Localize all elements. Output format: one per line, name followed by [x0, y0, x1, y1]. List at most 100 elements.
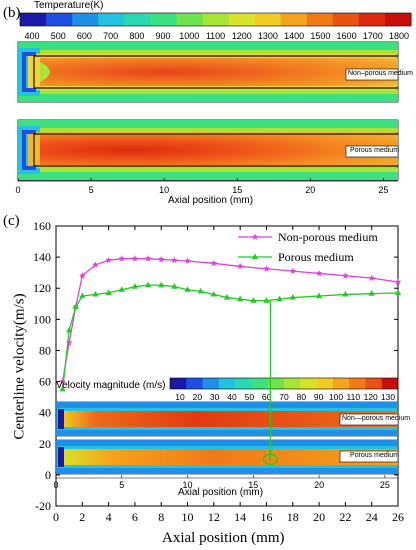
- colorbar-swatch: [267, 378, 285, 389]
- data-point: [66, 326, 73, 333]
- colorbar-swatch: [254, 13, 282, 26]
- colorbar-tick-label: 10: [175, 392, 185, 402]
- data-point: [223, 294, 231, 300]
- x-tick-label: 0: [15, 185, 20, 195]
- colorbar-tick-label: 800: [129, 31, 144, 41]
- x-tick-label: 10: [159, 185, 169, 195]
- colorbar-tick-label: 900: [156, 31, 171, 41]
- data-point: [197, 287, 204, 294]
- colorbar-swatch: [306, 13, 334, 26]
- inset-x-tick-label: 10: [183, 480, 193, 490]
- y-tick-label: 140: [33, 250, 51, 264]
- colorbar-tick-label: 1300: [258, 31, 278, 41]
- colorbar-swatch: [235, 378, 252, 389]
- data-point: [184, 286, 191, 292]
- colorbar-tick-label: 1200: [232, 31, 252, 41]
- x-tick-label: 26: [392, 510, 404, 524]
- colorbar-swatch: [358, 13, 386, 26]
- velocity-contour-inset: 10 20 30 40 50 60 70 80 90 100 110 120 130 0 5 10 15 20 2…: [53, 377, 399, 490]
- data-point: [131, 283, 139, 289]
- colorbar-tick-label: 1500: [310, 31, 330, 41]
- data-point: [289, 294, 296, 300]
- x-tick-label: 25: [378, 185, 388, 195]
- colorbar-tick-label: 1700: [363, 31, 383, 41]
- y-tick-label: 160: [33, 219, 51, 233]
- y-tick-label: 80: [39, 343, 51, 357]
- plot-frame: [55, 225, 399, 507]
- y-tick-label: 60: [39, 375, 51, 389]
- colorbar-tick-label: 500: [51, 31, 66, 41]
- x-tick-label: 10: [182, 510, 194, 524]
- contour-label-porous: Porous medium: [350, 147, 400, 154]
- data-point: [105, 289, 112, 295]
- chart-x-axis-title: Axial position (mm): [162, 530, 285, 546]
- colorbar-swatch: [280, 13, 308, 26]
- inset-x-tick-label: 15: [248, 480, 258, 490]
- data-point: [131, 255, 139, 262]
- data-point: [92, 261, 99, 268]
- data-point: [315, 292, 323, 299]
- colorbar-tick-label: 110: [347, 392, 361, 402]
- series-line-1: [61, 284, 399, 390]
- contour-label-nonporous: Non–porous medium: [348, 70, 413, 77]
- colorbar-swatch: [176, 13, 203, 26]
- legend-label: Non-porous medium: [278, 230, 378, 244]
- temperature-colorbar-title: Temperature(K): [34, 0, 104, 11]
- data-point: [276, 295, 283, 302]
- x-tick-label: 14: [234, 510, 246, 524]
- velocity-contour-label-porous: Porous medium: [350, 452, 400, 459]
- colorbar-tick-label: 1000: [179, 31, 199, 41]
- colorbar-swatch: [186, 378, 204, 389]
- colorbar-tick-label: 1600: [337, 31, 357, 41]
- colorbar-swatch: [381, 378, 399, 389]
- data-point: [184, 257, 191, 264]
- colorbar-tick-label: 60: [262, 392, 272, 402]
- colorbar-swatch: [170, 378, 187, 389]
- x-tick-label: 8: [158, 510, 164, 524]
- data-point: [315, 269, 323, 277]
- y-tick-label: -20: [35, 499, 51, 513]
- colorbar-swatch: [332, 378, 350, 389]
- colorbar-tick-label: 80: [297, 392, 307, 402]
- colorbar-swatch: [300, 378, 318, 389]
- colorbar-swatch: [284, 378, 301, 389]
- chart-y-axis-title: Centerline velocity(m/s): [11, 293, 28, 440]
- contour-plot-porous: [17, 119, 399, 181]
- y-tick-label: 0: [45, 468, 51, 482]
- colorbar-tick-label: 1100: [206, 31, 225, 41]
- data-point: [342, 272, 349, 279]
- x-tick-label: 18: [287, 510, 299, 524]
- inset-x-axis-title: Axial position (mm): [178, 487, 264, 498]
- y-tick-label: 100: [33, 312, 51, 326]
- colorbar-swatch: [228, 13, 256, 26]
- legend-label: Porous medium: [278, 250, 354, 264]
- colorbar-swatch: [72, 13, 99, 26]
- colorbar-swatch: [46, 13, 73, 26]
- colorbar-tick-label: 20: [193, 392, 203, 402]
- contour-plot-nonporous: [17, 41, 399, 103]
- inset-x-tick-label: 20: [314, 480, 324, 490]
- data-point: [144, 255, 152, 262]
- colorbar-tick-label: 120: [364, 392, 378, 402]
- panel-c-label: (c): [3, 213, 20, 229]
- x-tick-label: 16: [260, 510, 272, 524]
- data-point: [59, 385, 66, 392]
- data-point: [394, 289, 402, 295]
- x-tick-label: 20: [305, 185, 315, 195]
- data-point: [368, 274, 376, 281]
- colorbar-swatch: [20, 13, 47, 26]
- colorbar-swatch: [202, 13, 230, 26]
- data-point: [210, 259, 218, 267]
- data-point: [171, 256, 178, 264]
- data-point: [237, 295, 244, 302]
- colorbar-tick-label: 1400: [284, 31, 304, 41]
- x-tick-label: 0: [53, 510, 59, 524]
- colorbar-swatch: [349, 378, 366, 389]
- data-point: [368, 290, 375, 296]
- colorbar-tick-label: 1800: [389, 31, 409, 41]
- colorbar-tick-label: 40: [227, 392, 237, 402]
- colorbar-swatch: [150, 13, 177, 26]
- data-point: [171, 283, 178, 289]
- x-tick-label: 22: [339, 510, 351, 524]
